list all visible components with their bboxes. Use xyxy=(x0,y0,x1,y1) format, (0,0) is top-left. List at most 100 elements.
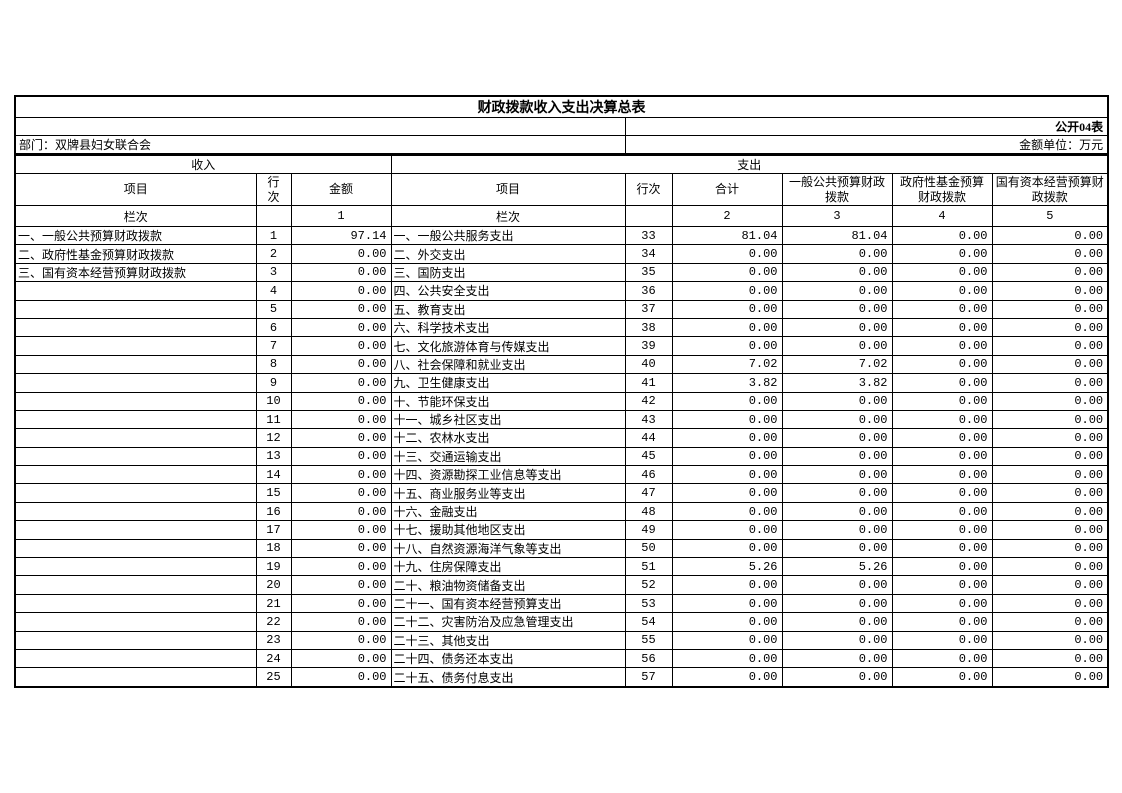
income-amount: 0.00 xyxy=(290,557,392,577)
expenditure-statecap: 0.00 xyxy=(991,630,1109,650)
expenditure-statecap: 0.00 xyxy=(991,520,1109,540)
income-line-index-cell xyxy=(255,205,292,227)
expenditure-line-no: 53 xyxy=(624,593,673,614)
table-row: 12 0.00 十二、农林水支出 44 0.00 0.00 0.00 0.00 xyxy=(14,428,1109,448)
expenditure-statecap: 0.00 xyxy=(991,391,1109,411)
table-row: 二、政府性基金预算财政拨款 2 0.00 二、外交支出 34 0.00 0.00 0.00 0.… xyxy=(14,244,1109,264)
expenditure-general: 0.00 xyxy=(781,428,893,448)
income-line-no: 25 xyxy=(255,667,292,688)
expenditure-govfund: 0.00 xyxy=(891,373,993,393)
expenditure-statecap: 0.00 xyxy=(991,299,1109,319)
unit-label: 金额单位：万元 xyxy=(625,135,1109,156)
income-item xyxy=(14,299,257,319)
table-row: 11 0.00 十一、城乡社区支出 43 0.00 0.00 0.00 0.00 xyxy=(14,409,1109,430)
table-code-left-cell xyxy=(15,117,626,136)
income-item xyxy=(14,520,257,540)
expenditure-line-no: 45 xyxy=(624,446,673,467)
expenditure-line-no: 44 xyxy=(624,428,673,448)
income-line-no: 6 xyxy=(255,317,292,338)
table-code-row: 公开04表 xyxy=(15,117,1109,136)
income-line-no: 21 xyxy=(255,593,292,614)
expenditure-line-no: 42 xyxy=(624,391,673,411)
income-amount: 0.00 xyxy=(290,465,392,485)
expenditure-statecap: 0.00 xyxy=(991,373,1109,393)
income-item-header: 项目 xyxy=(14,173,257,206)
table-row: 15 0.00 十五、商业服务业等支出 47 0.00 0.00 0.00 0.00 xyxy=(14,483,1109,503)
expenditure-line-no: 55 xyxy=(624,630,673,650)
table-row: 19 0.00 十九、住房保障支出 51 5.26 5.26 0.00 0.00 xyxy=(14,557,1109,577)
income-item xyxy=(14,667,257,688)
expenditure-general: 0.00 xyxy=(781,336,893,356)
expenditure-total: 0.00 xyxy=(671,299,783,319)
expenditure-govfund: 0.00 xyxy=(891,648,993,669)
expenditure-line-no: 36 xyxy=(624,281,673,301)
expenditure-item: 十八、自然资源海洋气象等支出 xyxy=(390,538,626,559)
expenditure-general: 0.00 xyxy=(781,446,893,467)
expenditure-total: 7.02 xyxy=(671,354,783,375)
expenditure-general: 0.00 xyxy=(781,244,893,264)
expenditure-line-index-cell xyxy=(624,205,673,227)
expenditure-statecap: 0.00 xyxy=(991,244,1109,264)
table-row: 24 0.00 二十四、债务还本支出 56 0.00 0.00 0.00 0.00 xyxy=(14,648,1109,669)
table-row: 16 0.00 十六、金融支出 48 0.00 0.00 0.00 0.00 xyxy=(14,501,1109,522)
expenditure-govfund-index: 4 xyxy=(891,205,993,227)
expenditure-general-budget-header: 一般公共预算财政拨款 xyxy=(781,173,893,206)
income-amount: 97.14 xyxy=(290,225,392,246)
expenditure-statecap: 0.00 xyxy=(991,557,1109,577)
expenditure-total: 0.00 xyxy=(671,409,783,430)
income-line-no: 9 xyxy=(255,373,292,393)
expenditure-govfund: 0.00 xyxy=(891,446,993,467)
expenditure-statecap-index: 5 xyxy=(991,205,1109,227)
expenditure-govfund: 0.00 xyxy=(891,428,993,448)
page-title: 财政拨款收入支出决算总表 xyxy=(15,96,1109,118)
income-amount: 0.00 xyxy=(290,667,392,688)
expenditure-general: 0.00 xyxy=(781,465,893,485)
column-header-row: 项目 行次 金额 项目 行次 合计 一般公共预算财政拨款 政府性基金预算财政拨款… xyxy=(14,173,1109,206)
income-item: 三、国有资本经营预算财政拨款 xyxy=(14,262,257,283)
expenditure-govfund: 0.00 xyxy=(891,575,993,595)
department-label: 部门：双牌县妇女联合会 xyxy=(15,135,626,156)
expenditure-statecap: 0.00 xyxy=(991,281,1109,301)
expenditure-item: 九、卫生健康支出 xyxy=(390,373,626,393)
expenditure-total: 0.00 xyxy=(671,483,783,503)
expenditure-state-capital-header: 国有资本经营预算财政拨款 xyxy=(991,173,1109,206)
income-amount: 0.00 xyxy=(290,428,392,448)
expenditure-general: 0.00 xyxy=(781,501,893,522)
income-item xyxy=(14,446,257,467)
income-line-no: 24 xyxy=(255,648,292,669)
income-line-no: 12 xyxy=(255,428,292,448)
expenditure-govfund: 0.00 xyxy=(891,483,993,503)
income-item xyxy=(14,630,257,650)
expenditure-line-no: 37 xyxy=(624,299,673,319)
income-line-no: 5 xyxy=(255,299,292,319)
income-item xyxy=(14,501,257,522)
expenditure-item: 六、科学技术支出 xyxy=(390,317,626,338)
expenditure-item: 二十三、其他支出 xyxy=(390,630,626,650)
income-line-no: 19 xyxy=(255,557,292,577)
income-line-no: 13 xyxy=(255,446,292,467)
expenditure-statecap: 0.00 xyxy=(991,538,1109,559)
expenditure-general: 0.00 xyxy=(781,667,893,688)
income-amount: 0.00 xyxy=(290,262,392,283)
expenditure-item: 十三、交通运输支出 xyxy=(390,446,626,467)
expenditure-line-no: 57 xyxy=(624,667,673,688)
expenditure-item: 十、节能环保支出 xyxy=(390,391,626,411)
expenditure-general: 0.00 xyxy=(781,538,893,559)
expenditure-item: 十九、住房保障支出 xyxy=(390,557,626,577)
income-section-header: 收入 xyxy=(14,154,392,174)
expenditure-section-header: 支出 xyxy=(390,154,1109,174)
table-row: 6 0.00 六、科学技术支出 38 0.00 0.00 0.00 0.00 xyxy=(14,317,1109,338)
department-row: 部门：双牌县妇女联合会 金额单位：万元 xyxy=(15,135,1109,156)
income-item xyxy=(14,593,257,614)
expenditure-statecap: 0.00 xyxy=(991,575,1109,595)
expenditure-general: 0.00 xyxy=(781,483,893,503)
expenditure-statecap: 0.00 xyxy=(991,612,1109,632)
expenditure-statecap: 0.00 xyxy=(991,317,1109,338)
expenditure-line-no: 39 xyxy=(624,336,673,356)
expenditure-total: 0.00 xyxy=(671,520,783,540)
expenditure-item: 五、教育支出 xyxy=(390,299,626,319)
income-item xyxy=(14,391,257,411)
expenditure-line-no: 34 xyxy=(624,244,673,264)
income-line-no: 4 xyxy=(255,281,292,301)
table-row: 一、一般公共预算财政拨款 1 97.14 一、一般公共服务支出 33 81.04 81.04… xyxy=(14,225,1109,246)
